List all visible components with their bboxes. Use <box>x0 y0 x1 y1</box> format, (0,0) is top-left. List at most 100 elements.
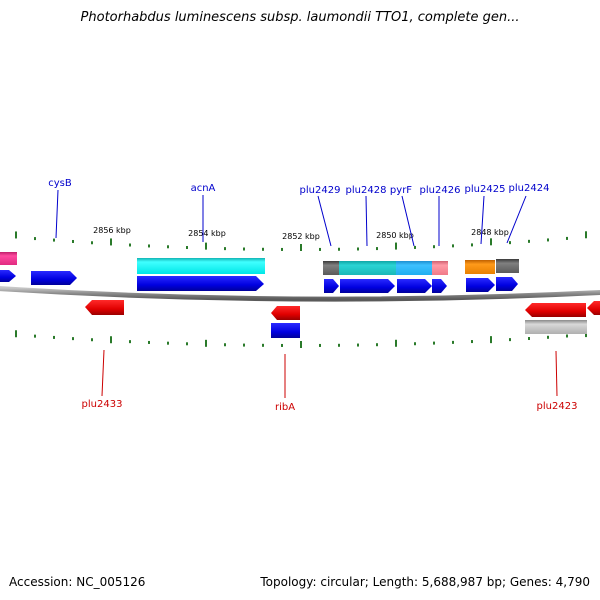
tick-mark <box>148 244 150 248</box>
gene-arrow-reverse-right-edge[interactable] <box>587 301 600 315</box>
leader-line-plu2425 <box>480 195 485 245</box>
tick-mark <box>72 239 74 243</box>
leader-line-plu2423 <box>555 350 558 397</box>
tick-mark <box>91 338 93 342</box>
feature-bar-plu2425-orange[interactable] <box>465 260 495 274</box>
tick-mark <box>585 231 587 239</box>
genome-summary-text: Topology: circular; Length: 5,688,987 bp… <box>260 575 590 589</box>
gene-arrow-pyrF[interactable] <box>397 279 432 293</box>
inner-tick-marks <box>15 330 587 348</box>
tick-mark <box>224 343 226 347</box>
tick-mark <box>547 335 549 339</box>
tick-mark <box>376 247 378 251</box>
tick-mark <box>205 242 207 250</box>
tick-mark <box>414 342 416 346</box>
tick-mark <box>395 242 397 250</box>
gene-label-ribA[interactable]: ribA <box>275 402 295 413</box>
gene-label-plu2428[interactable]: plu2428 <box>346 185 387 196</box>
feature-bar-acnA-cyan[interactable] <box>137 258 265 274</box>
tick-mark <box>53 238 55 242</box>
gene-arrow-ribA[interactable] <box>271 306 300 320</box>
feature-bar-pyrF-blue[interactable] <box>396 261 433 275</box>
tick-mark <box>357 247 359 251</box>
gene-label-cysB[interactable]: cysB <box>48 178 72 189</box>
gene-arrow-ribA-forward[interactable] <box>271 323 300 338</box>
tick-mark <box>566 236 568 240</box>
scale-label-2848: 2848 kbp <box>471 228 509 237</box>
tick-mark <box>471 340 473 344</box>
gene-label-plu2424[interactable]: plu2424 <box>509 183 550 194</box>
gene-arrow-plu2426[interactable] <box>432 279 447 293</box>
tick-mark <box>395 339 397 347</box>
gene-label-plu2426[interactable]: plu2426 <box>420 185 461 196</box>
gene-label-pyrF[interactable]: pyrF <box>390 185 412 196</box>
tick-mark <box>129 243 131 247</box>
tick-mark <box>110 336 112 344</box>
tick-mark <box>34 334 36 338</box>
tick-mark <box>243 343 245 347</box>
tick-mark <box>15 330 17 338</box>
tick-mark <box>528 239 530 243</box>
map-title: Photorhabdus luminescens subsp. laumondi… <box>80 10 520 25</box>
gene-label-plu2425[interactable]: plu2425 <box>465 184 506 195</box>
tick-mark <box>53 335 55 339</box>
feature-bar-plu2423-gray[interactable] <box>525 320 587 334</box>
tick-mark <box>281 247 283 251</box>
feature-bar-plu2429-gray[interactable] <box>323 261 340 275</box>
gene-arrow-plu2433[interactable] <box>85 300 124 315</box>
tick-mark <box>167 245 169 249</box>
tick-mark <box>357 343 359 347</box>
tick-mark <box>319 343 321 347</box>
tick-mark <box>262 247 264 251</box>
feature-bar-plu2428-teal[interactable] <box>339 261 396 275</box>
gene-arrow-forward-left-edge[interactable] <box>0 270 16 282</box>
tick-mark <box>509 241 511 245</box>
tick-mark <box>566 334 568 338</box>
outer-tick-marks <box>15 231 587 251</box>
gene-arrow-plu2428[interactable] <box>340 279 395 293</box>
gene-arrow-acnA[interactable] <box>137 276 264 291</box>
tick-mark <box>433 245 435 249</box>
tick-mark <box>34 237 36 241</box>
tick-mark <box>224 247 226 251</box>
tick-mark <box>129 340 131 344</box>
gene-label-plu2423[interactable]: plu2423 <box>537 401 578 412</box>
feature-bar-plu2424-gray[interactable] <box>496 259 519 273</box>
leader-line-plu2433 <box>101 349 105 397</box>
gene-arrow-plu2429[interactable] <box>324 279 339 293</box>
feature-bar-plu2426-pink[interactable] <box>432 261 448 275</box>
tick-mark <box>547 238 549 242</box>
gene-arrow-plu2424[interactable] <box>496 277 518 291</box>
tick-mark <box>414 245 416 249</box>
tick-mark <box>338 343 340 347</box>
tick-mark <box>281 343 283 347</box>
scale-label-2852: 2852 kbp <box>282 232 320 241</box>
tick-mark <box>376 343 378 347</box>
tick-mark <box>319 247 321 251</box>
scale-label-2856: 2856 kbp <box>93 226 131 235</box>
gene-arrow-cysB[interactable] <box>31 271 77 285</box>
tick-mark <box>433 341 435 345</box>
tick-mark <box>490 336 492 344</box>
tick-mark <box>490 238 492 246</box>
leader-line-pyrF <box>401 195 415 247</box>
tick-mark <box>300 340 302 348</box>
tick-mark <box>471 243 473 247</box>
leader-line-plu2428 <box>365 195 368 247</box>
scale-label-2850: 2850 kbp <box>376 231 414 240</box>
scale-label-2854: 2854 kbp <box>188 229 226 238</box>
gene-arrow-plu2425[interactable] <box>466 278 495 292</box>
feature-bar-magenta[interactable] <box>0 252 17 265</box>
leader-line-plu2424 <box>506 195 527 244</box>
leader-line-plu2429 <box>317 195 332 247</box>
tick-mark <box>262 343 264 347</box>
tick-mark <box>528 337 530 341</box>
tick-mark <box>186 246 188 250</box>
gene-label-plu2433[interactable]: plu2433 <box>82 399 123 410</box>
gene-arrow-plu2423[interactable] <box>525 303 586 317</box>
gene-label-acnA[interactable]: acnA <box>191 183 216 194</box>
tick-mark <box>167 341 169 345</box>
gene-label-plu2429[interactable]: plu2429 <box>300 185 341 196</box>
tick-mark <box>300 243 302 251</box>
